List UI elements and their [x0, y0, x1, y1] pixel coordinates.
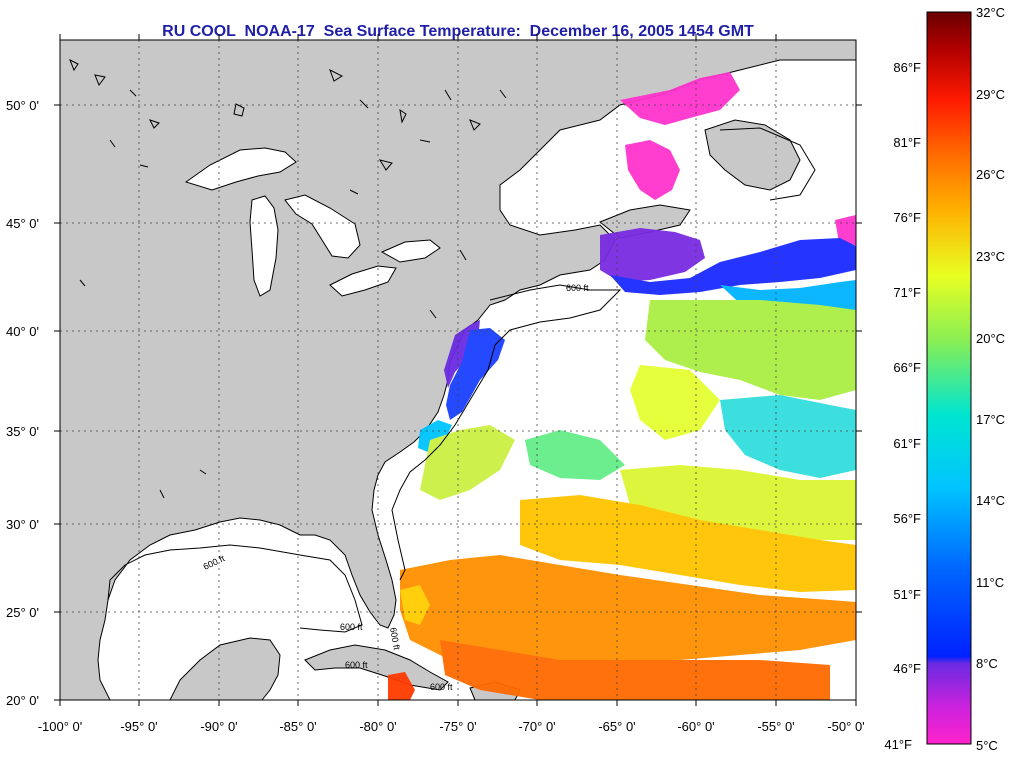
- lat-label-25: 25° 0': [6, 605, 39, 620]
- colorbar-celsius-label: 23°C: [976, 249, 1005, 264]
- colorbar-fahrenheit-label: 61°F: [893, 436, 921, 451]
- scattered-lakes: [69, 58, 507, 499]
- graticule: [60, 40, 856, 700]
- colorbar-celsius-label: 17°C: [976, 412, 1005, 427]
- lake-huron: [284, 194, 361, 259]
- colorbar-celsius-label: 5°C: [976, 738, 998, 753]
- lat-label-20: 20° 0': [6, 693, 39, 708]
- lake-erie: [329, 265, 397, 297]
- colorbar-fahrenheit-label: 86°F: [893, 60, 921, 75]
- colorbar-celsius-label: 32°C: [976, 5, 1005, 20]
- colorbar-fahrenheit-label: 41°F: [884, 737, 912, 752]
- lon-label-50: -50° 0': [827, 719, 864, 734]
- isobath-contours: [107, 127, 816, 633]
- lon-label-85: -85° 0': [279, 719, 316, 734]
- axis-ticks: [54, 34, 862, 706]
- lat-label-40: 40° 0': [6, 324, 39, 339]
- isobath-label: 600 ft: [566, 283, 589, 293]
- colorbar: [926, 11, 972, 745]
- isobath-label: 600 ft: [340, 622, 363, 632]
- colorbar-fahrenheit-label: 81°F: [893, 135, 921, 150]
- lon-label-100: -100° 0': [38, 719, 83, 734]
- colorbar-fahrenheit-label: 51°F: [893, 587, 921, 602]
- colorbar-fahrenheit-label: 66°F: [893, 360, 921, 375]
- isobath-label: 600 ft: [345, 660, 368, 670]
- colorbar-celsius-label: 26°C: [976, 167, 1005, 182]
- lat-label-35: 35° 0': [6, 424, 39, 439]
- lon-label-80: -80° 0': [359, 719, 396, 734]
- colorbar-fahrenheit-label: 76°F: [893, 210, 921, 225]
- lake-superior: [184, 147, 297, 191]
- lon-label-95: -95° 0': [120, 719, 157, 734]
- lon-label-65: -65° 0': [598, 719, 635, 734]
- lat-label-30: 30° 0': [6, 517, 39, 532]
- sst-overlay: [388, 72, 856, 700]
- lon-label-70: -70° 0': [518, 719, 555, 734]
- colorbar-celsius-label: 8°C: [976, 656, 998, 671]
- land-cuba: [304, 644, 449, 691]
- lon-label-90: -90° 0': [200, 719, 237, 734]
- map-title: RU COOL NOAA-17 Sea Surface Temperature:…: [162, 23, 754, 40]
- isobath-label: 600 ft: [430, 682, 453, 692]
- isobath-label: 600 ft: [388, 627, 402, 651]
- lon-label-60: -60° 0': [677, 719, 714, 734]
- lat-label-50: 50° 0': [6, 98, 39, 113]
- colorbar-celsius-label: 14°C: [976, 493, 1005, 508]
- lake-ontario: [380, 239, 441, 263]
- lon-label-75: -75° 0': [439, 719, 476, 734]
- colorbar-fahrenheit-label: 46°F: [893, 661, 921, 676]
- colorbar-celsius-label: 11°C: [976, 575, 1004, 590]
- colorbar-celsius-label: 29°C: [976, 87, 1005, 102]
- lon-label-55: -55° 0': [757, 719, 794, 734]
- land-yucatan: [169, 637, 281, 700]
- colorbar-fahrenheit-label: 71°F: [893, 285, 921, 300]
- lake-michigan: [249, 195, 279, 297]
- lat-label-45: 45° 0': [6, 216, 39, 231]
- colorbar-celsius-label: 20°C: [976, 331, 1005, 346]
- colorbar-fahrenheit-label: 56°F: [893, 511, 921, 526]
